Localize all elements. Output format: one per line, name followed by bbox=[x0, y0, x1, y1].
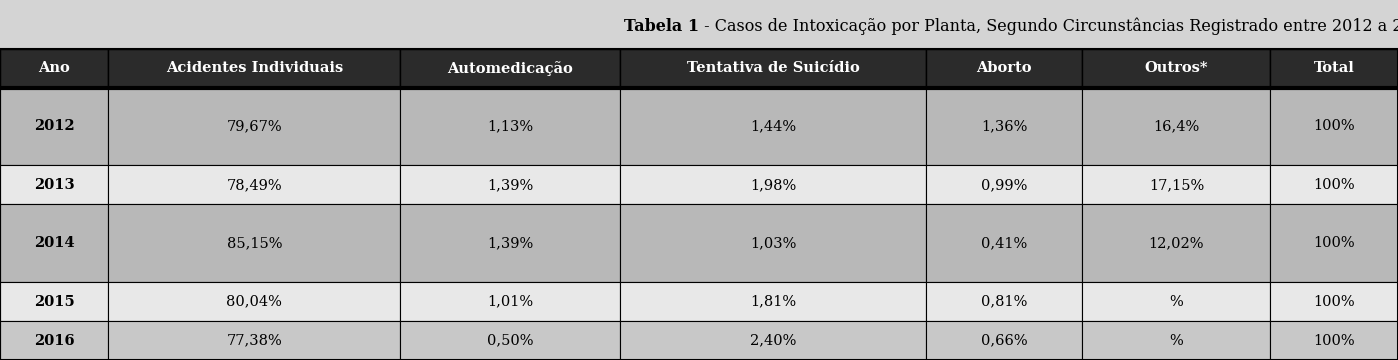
Bar bbox=[1082, 87, 1271, 165]
Bar bbox=[1082, 321, 1271, 360]
Bar bbox=[621, 87, 925, 165]
Text: 1,01%: 1,01% bbox=[487, 294, 533, 309]
Bar bbox=[400, 49, 621, 87]
Bar bbox=[109, 165, 400, 204]
Text: 2,40%: 2,40% bbox=[749, 333, 797, 347]
Bar bbox=[925, 165, 1082, 204]
Text: 1,44%: 1,44% bbox=[751, 120, 797, 134]
Bar bbox=[1082, 165, 1271, 204]
Text: 80,04%: 80,04% bbox=[226, 294, 282, 309]
Text: %: % bbox=[1170, 294, 1183, 309]
Text: 0,99%: 0,99% bbox=[981, 178, 1028, 192]
Bar bbox=[621, 204, 925, 282]
Bar bbox=[109, 321, 400, 360]
Bar bbox=[621, 321, 925, 360]
Text: 100%: 100% bbox=[1314, 236, 1355, 250]
Bar bbox=[925, 282, 1082, 321]
Text: 1,98%: 1,98% bbox=[749, 178, 797, 192]
Text: 78,49%: 78,49% bbox=[226, 178, 282, 192]
Text: 1,36%: 1,36% bbox=[981, 120, 1028, 134]
Bar bbox=[400, 165, 621, 204]
Bar bbox=[925, 87, 1082, 165]
Bar bbox=[0, 321, 109, 360]
Bar bbox=[400, 321, 621, 360]
Text: 1,39%: 1,39% bbox=[487, 178, 533, 192]
Bar bbox=[0, 204, 109, 282]
Text: 0,50%: 0,50% bbox=[487, 333, 534, 347]
Text: 79,67%: 79,67% bbox=[226, 120, 282, 134]
Text: 2015: 2015 bbox=[34, 294, 74, 309]
Bar bbox=[1271, 49, 1398, 87]
Text: Aborto: Aborto bbox=[977, 61, 1032, 75]
Bar bbox=[400, 87, 621, 165]
Text: 100%: 100% bbox=[1314, 294, 1355, 309]
Text: 2014: 2014 bbox=[34, 236, 74, 250]
Text: 1,13%: 1,13% bbox=[487, 120, 533, 134]
Bar bbox=[1271, 165, 1398, 204]
Text: 16,4%: 16,4% bbox=[1153, 120, 1199, 134]
Text: Ano: Ano bbox=[38, 61, 70, 75]
Bar bbox=[109, 49, 400, 87]
Text: 0,81%: 0,81% bbox=[981, 294, 1028, 309]
Bar bbox=[925, 321, 1082, 360]
Text: - Casos de Intoxicação por Planta, Segundo Circunstâncias Registrado entre 2012 : - Casos de Intoxicação por Planta, Segun… bbox=[699, 18, 1398, 36]
Text: 2013: 2013 bbox=[34, 178, 74, 192]
Text: 0,41%: 0,41% bbox=[981, 236, 1028, 250]
Bar bbox=[621, 49, 925, 87]
Bar bbox=[1082, 49, 1271, 87]
Text: %: % bbox=[1170, 333, 1183, 347]
Text: 17,15%: 17,15% bbox=[1149, 178, 1204, 192]
Bar bbox=[109, 87, 400, 165]
Bar bbox=[1082, 204, 1271, 282]
Bar bbox=[1271, 321, 1398, 360]
Bar bbox=[0, 282, 109, 321]
Text: 2012: 2012 bbox=[34, 120, 74, 134]
Bar bbox=[400, 282, 621, 321]
Bar bbox=[1271, 282, 1398, 321]
Bar bbox=[1082, 282, 1271, 321]
Text: 100%: 100% bbox=[1314, 333, 1355, 347]
Bar bbox=[1271, 204, 1398, 282]
Bar bbox=[109, 282, 400, 321]
Bar bbox=[925, 49, 1082, 87]
Text: 12,02%: 12,02% bbox=[1149, 236, 1204, 250]
Text: Outros*: Outros* bbox=[1145, 61, 1208, 75]
Text: Tabela 1: Tabela 1 bbox=[624, 18, 699, 35]
Bar bbox=[400, 204, 621, 282]
Text: 85,15%: 85,15% bbox=[226, 236, 282, 250]
Text: 1,39%: 1,39% bbox=[487, 236, 533, 250]
Bar bbox=[0, 49, 109, 87]
Bar bbox=[1271, 87, 1398, 165]
Text: Acidentes Individuais: Acidentes Individuais bbox=[165, 61, 343, 75]
Bar bbox=[621, 282, 925, 321]
Text: 0,66%: 0,66% bbox=[981, 333, 1028, 347]
Bar bbox=[925, 204, 1082, 282]
Text: Tentativa de Suicídio: Tentativa de Suicídio bbox=[686, 61, 860, 75]
Text: 1,03%: 1,03% bbox=[749, 236, 797, 250]
Text: Automedicação: Automedicação bbox=[447, 60, 573, 76]
Bar bbox=[109, 204, 400, 282]
Text: Total: Total bbox=[1314, 61, 1355, 75]
Text: 100%: 100% bbox=[1314, 178, 1355, 192]
Text: 2016: 2016 bbox=[34, 333, 74, 347]
Bar bbox=[0, 165, 109, 204]
Text: 100%: 100% bbox=[1314, 120, 1355, 134]
Bar bbox=[0, 87, 109, 165]
Text: 1,81%: 1,81% bbox=[751, 294, 797, 309]
Text: 77,38%: 77,38% bbox=[226, 333, 282, 347]
Bar bbox=[621, 165, 925, 204]
